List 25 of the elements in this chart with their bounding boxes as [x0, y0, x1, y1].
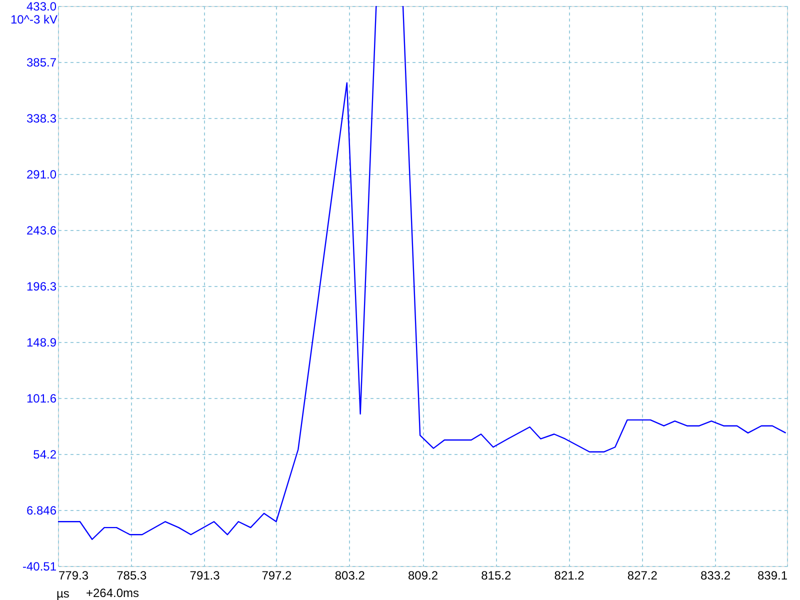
x-tick-label: 785.3	[116, 568, 147, 582]
y-tick-label: 243.6	[26, 223, 57, 238]
y-tick-label: 291.0	[26, 167, 57, 182]
y-tick-label: 148.9	[26, 335, 57, 350]
y-tick-label: 433.0	[26, 0, 57, 14]
x-tick-label: 791.3	[190, 568, 220, 582]
x-tick-label: 809.2	[408, 568, 438, 582]
x-tick-label: 779.3	[58, 568, 89, 582]
x-tick-label: 833.2	[700, 568, 731, 582]
y-tick-label: -40.51	[22, 560, 57, 574]
x-tick-label: 797.2	[262, 568, 292, 582]
y-tick-label: 338.3	[26, 112, 57, 126]
y-tick-label: 54.2	[33, 447, 57, 462]
x-tick-label: 827.2	[627, 568, 658, 582]
y-tick-label: 385.7	[26, 55, 57, 70]
x-tick-label: 815.2	[481, 568, 512, 582]
text: +264.0ms	[86, 586, 140, 600]
x-axis-title: µs	[56, 586, 70, 600]
x-tick-label: 803.2	[334, 568, 366, 582]
y-tick-label: 196.3	[26, 279, 57, 294]
x-tick-label: 839.1	[757, 568, 788, 582]
y-tick-label: 6.846	[26, 503, 57, 518]
x-tick-label: 821.2	[554, 568, 585, 582]
y-axis-title: 10^-3 kV	[10, 12, 58, 26]
y-tick-label: 101.6	[26, 391, 57, 406]
